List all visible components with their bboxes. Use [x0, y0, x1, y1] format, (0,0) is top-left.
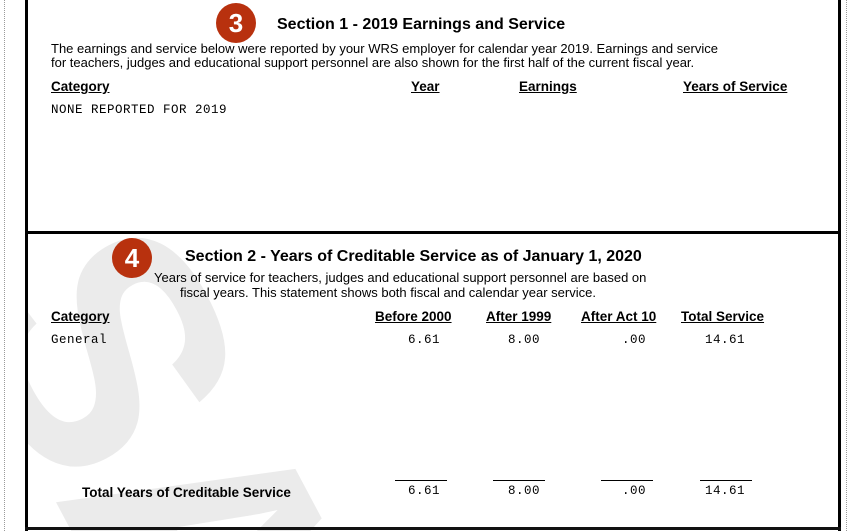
- total-after-act-10: .00: [621, 484, 646, 498]
- total-before-2000: 6.61: [407, 484, 440, 498]
- page-edge-left: [4, 0, 6, 531]
- row-total-service: 14.61: [704, 333, 745, 347]
- total-rule: [395, 480, 447, 481]
- section-description-line-1: Years of service for teachers, judges an…: [154, 270, 647, 285]
- page-edge-right: [846, 0, 848, 531]
- statement-document: SAMPLE 3 Section 1 - 2019 Earnings and S…: [25, 0, 841, 531]
- section-title: Section 2 - Years of Creditable Service …: [185, 248, 642, 265]
- column-header-earnings: Earnings: [519, 79, 577, 94]
- section-earnings-and-service: 3 Section 1 - 2019 Earnings and Service …: [28, 0, 838, 231]
- column-header-year: Year: [411, 79, 440, 94]
- section-description-line-1: The earnings and service below were repo…: [51, 41, 718, 56]
- section-divider: [28, 231, 838, 234]
- row-category: General: [51, 333, 108, 347]
- total-total-service: 14.61: [704, 484, 745, 498]
- column-header-years-of-service: Years of Service: [683, 79, 788, 94]
- section-number-badge: 3: [216, 3, 256, 43]
- column-header-category: Category: [51, 309, 110, 324]
- total-rule: [700, 480, 752, 481]
- column-header-after-1999: After 1999: [486, 309, 552, 324]
- total-rule: [493, 480, 545, 481]
- section-description-line-2: fiscal years. This statement shows both …: [180, 285, 596, 300]
- section-title: Section 1 - 2019 Earnings and Service: [277, 16, 566, 33]
- column-header-total-service: Total Service: [681, 309, 765, 324]
- total-after-1999: 8.00: [507, 484, 540, 498]
- column-header-category: Category: [51, 79, 110, 94]
- total-rule: [601, 480, 653, 481]
- section-description-line-2: for teachers, judges and educational sup…: [51, 55, 695, 70]
- document-bottom-border: [25, 527, 841, 530]
- table-row-category: NONE REPORTED FOR 2019: [51, 103, 228, 117]
- section-number-badge: 4: [112, 238, 152, 278]
- row-after-1999: 8.00: [507, 333, 540, 347]
- section-years-of-creditable-service: 4 Section 2 - Years of Creditable Servic…: [28, 234, 838, 531]
- totals-label: Total Years of Creditable Service: [82, 485, 291, 500]
- column-header-after-act-10: After Act 10: [581, 309, 657, 324]
- row-after-act-10: .00: [621, 333, 646, 347]
- column-header-before-2000: Before 2000: [375, 309, 452, 324]
- row-before-2000: 6.61: [407, 333, 440, 347]
